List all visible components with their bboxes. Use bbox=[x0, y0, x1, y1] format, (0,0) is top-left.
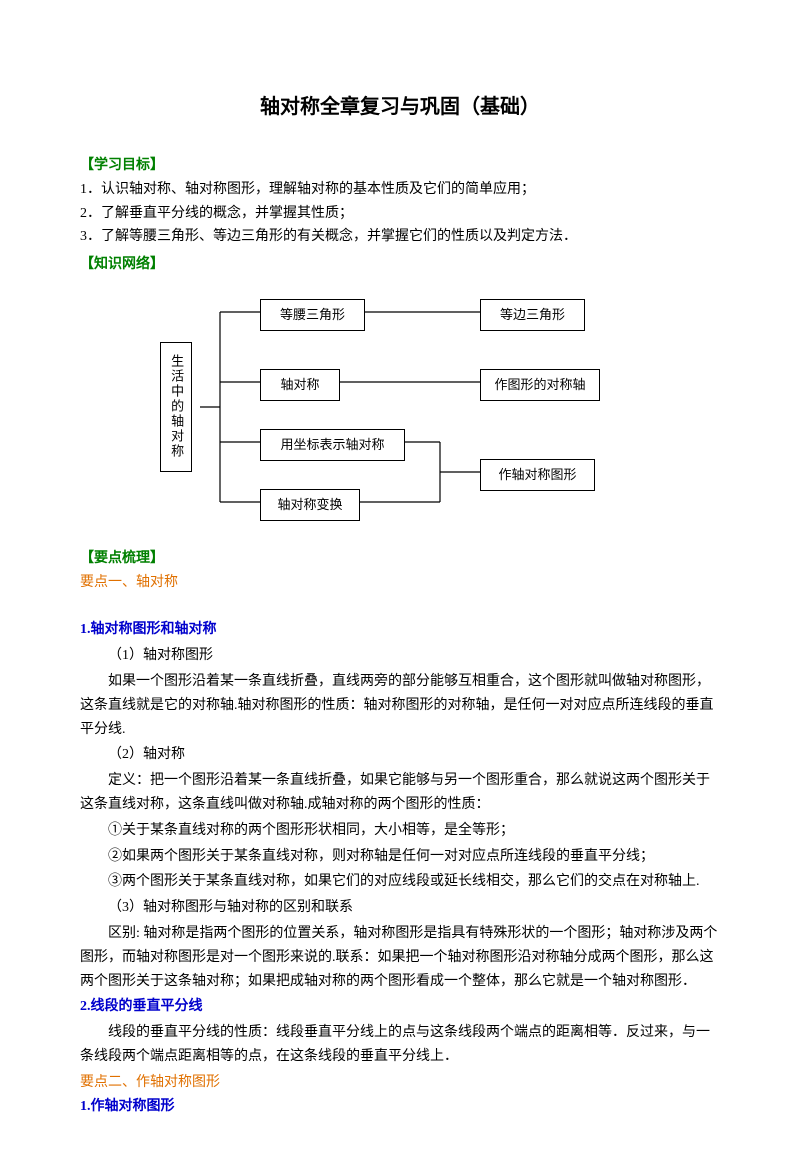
goal-item: 2．了解垂直平分线的概念，并掌握其性质； bbox=[80, 202, 720, 226]
heading-network: 【知识网络】 bbox=[80, 253, 720, 277]
point-1-2-title: 2.线段的垂直平分线 bbox=[80, 995, 720, 1019]
goals-list: 1．认识轴对称、轴对称图形，理解轴对称的基本性质及它们的简单应用； 2．了解垂直… bbox=[80, 178, 720, 249]
list-item: ③两个图形关于某条直线对称，如果它们的对应线段或延长线相交，那么它们的交点在对称… bbox=[80, 870, 720, 894]
heading-goals: 【学习目标】 bbox=[80, 154, 720, 178]
goal-item: 1．认识轴对称、轴对称图形，理解轴对称的基本性质及它们的简单应用； bbox=[80, 178, 720, 202]
paragraph: 如果一个图形沿着某一条直线折叠，直线两旁的部分能够互相重合，这个图形就叫做轴对称… bbox=[80, 670, 720, 741]
list-item: ②如果两个图形关于某条直线对称，则对称轴是任何一对对应点所连线段的垂直平分线； bbox=[80, 845, 720, 869]
paragraph: 区别: 轴对称是指两个图形的位置关系，轴对称图形是指具有特殊形状的一个图形；轴对… bbox=[80, 922, 720, 993]
subhead-3: （3）轴对称图形与轴对称的区别和联系 bbox=[80, 896, 720, 920]
point-1-1-title: 1.轴对称图形和轴对称 bbox=[80, 618, 720, 642]
node-draw-axis: 作图形的对称轴 bbox=[480, 369, 600, 401]
node-symmetry: 轴对称 bbox=[260, 369, 340, 401]
node-life: 生活中的轴对称 bbox=[160, 342, 192, 472]
node-coord: 用坐标表示轴对称 bbox=[260, 429, 405, 461]
node-equilateral: 等边三角形 bbox=[480, 299, 585, 331]
subhead-1: （1）轴对称图形 bbox=[80, 644, 720, 668]
heading-outline: 【要点梳理】 bbox=[80, 547, 720, 571]
knowledge-network-diagram: 生活中的轴对称 等腰三角形 等边三角形 轴对称 作图形的对称轴 用坐标表示轴对称… bbox=[150, 287, 650, 537]
subhead-2: （2）轴对称 bbox=[80, 743, 720, 767]
node-transform: 轴对称变换 bbox=[260, 489, 360, 521]
point-2-1-title: 1.作轴对称图形 bbox=[80, 1095, 720, 1119]
paragraph: 线段的垂直平分线的性质：线段垂直平分线上的点与这条线段两个端点的距离相等．反过来… bbox=[80, 1021, 720, 1069]
node-draw-sym: 作轴对称图形 bbox=[480, 459, 595, 491]
point-2-title: 要点二、作轴对称图形 bbox=[80, 1071, 720, 1095]
node-isosceles: 等腰三角形 bbox=[260, 299, 365, 331]
page-title: 轴对称全章复习与巩固（基础） bbox=[80, 90, 720, 124]
point-1-title: 要点一、轴对称 bbox=[80, 571, 720, 595]
list-item: ①关于某条直线对称的两个图形形状相同，大小相等，是全等形； bbox=[80, 819, 720, 843]
paragraph: 定义：把一个图形沿着某一条直线折叠，如果它能够与另一个图形重合，那么就说这两个图… bbox=[80, 769, 720, 817]
goal-item: 3．了解等腰三角形、等边三角形的有关概念，并掌握它们的性质以及判定方法． bbox=[80, 225, 720, 249]
